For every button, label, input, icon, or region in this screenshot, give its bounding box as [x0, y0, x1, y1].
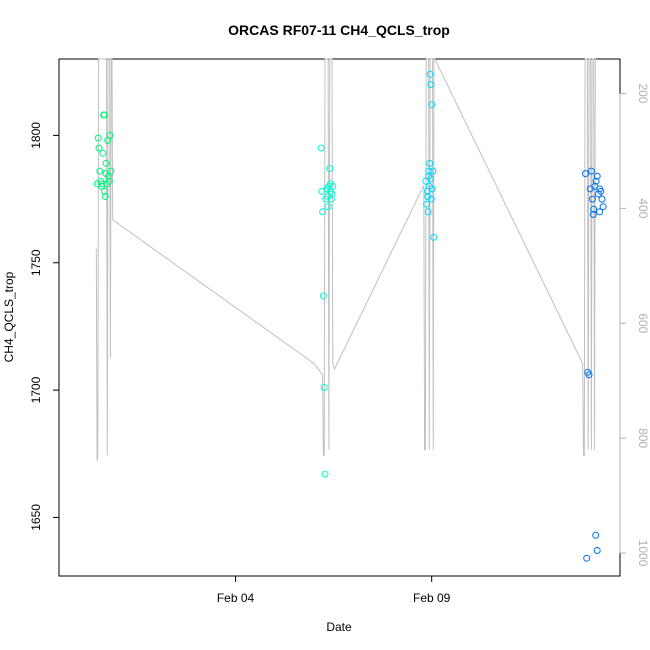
x-tick-label: Feb 09: [413, 591, 451, 605]
data-point: [98, 180, 106, 188]
data-point: [101, 193, 109, 200]
x-axis-label: Date: [326, 620, 352, 634]
data-point: [321, 470, 329, 478]
pressure-trace: [95, 58, 597, 462]
data-point: [585, 371, 593, 379]
data-point: [424, 208, 432, 216]
data-point: [590, 205, 598, 213]
y2-tick-label: 200: [636, 83, 650, 103]
y-axis: 1650 1700 1750 1800: [29, 122, 60, 531]
y2-tick-label: 400: [636, 198, 650, 218]
data-point: [593, 172, 601, 180]
data-point: [592, 531, 600, 539]
data-point: [424, 193, 432, 200]
data-point: [582, 170, 589, 178]
chart-title: ORCAS RF07-11 CH4_QCLS_trop: [228, 22, 450, 38]
plot-frame: [58, 58, 621, 577]
data-point: [320, 384, 328, 391]
data-point: [597, 187, 605, 195]
data-point: [324, 203, 332, 211]
data-point: [326, 165, 334, 172]
data-point: [425, 172, 433, 180]
data-point: [598, 195, 606, 203]
y-tick-label: 1650: [29, 504, 43, 531]
data-point: [592, 177, 600, 185]
data-point: [94, 134, 102, 142]
data-point: [95, 144, 103, 152]
y-axis-label: CH4_QCLS_trop: [2, 271, 16, 362]
data-point: [426, 70, 434, 78]
data-points: [93, 70, 607, 562]
data-point: [106, 131, 114, 139]
data-point: [101, 111, 108, 119]
data-point: [583, 554, 591, 562]
y-tick-label: 1750: [29, 249, 43, 276]
pressure-line: [95, 58, 597, 462]
data-point: [429, 167, 437, 175]
data-point: [589, 210, 597, 218]
data-point: [105, 177, 113, 185]
data-point: [599, 203, 607, 211]
data-point: [426, 159, 434, 167]
data-point: [327, 187, 334, 195]
data-point: [428, 101, 436, 109]
data-point: [102, 159, 110, 167]
x-tick-label: Feb 04: [217, 591, 255, 605]
secondary-y-axis: 200 400 600 800 1000: [619, 83, 650, 567]
data-point: [593, 547, 601, 554]
y2-tick-label: 1000: [636, 540, 650, 567]
data-point: [430, 233, 438, 241]
y-tick-label: 1800: [29, 122, 43, 149]
data-point: [96, 167, 104, 175]
data-point: [102, 170, 110, 178]
data-point: [425, 182, 433, 190]
data-point: [101, 187, 108, 195]
data-point: [587, 167, 595, 175]
data-point: [596, 208, 604, 216]
x-axis: Feb 04 Feb 09: [217, 575, 451, 605]
data-point: [319, 208, 327, 216]
data-point: [589, 195, 596, 203]
data-point: [319, 292, 327, 300]
data-point: [99, 149, 107, 157]
data-point: [427, 81, 435, 88]
data-point: [317, 144, 325, 152]
data-point: [425, 167, 433, 175]
y-tick-label: 1700: [29, 376, 43, 403]
y2-tick-label: 800: [636, 428, 650, 448]
y2-tick-label: 600: [636, 313, 650, 333]
data-point: [423, 200, 431, 208]
